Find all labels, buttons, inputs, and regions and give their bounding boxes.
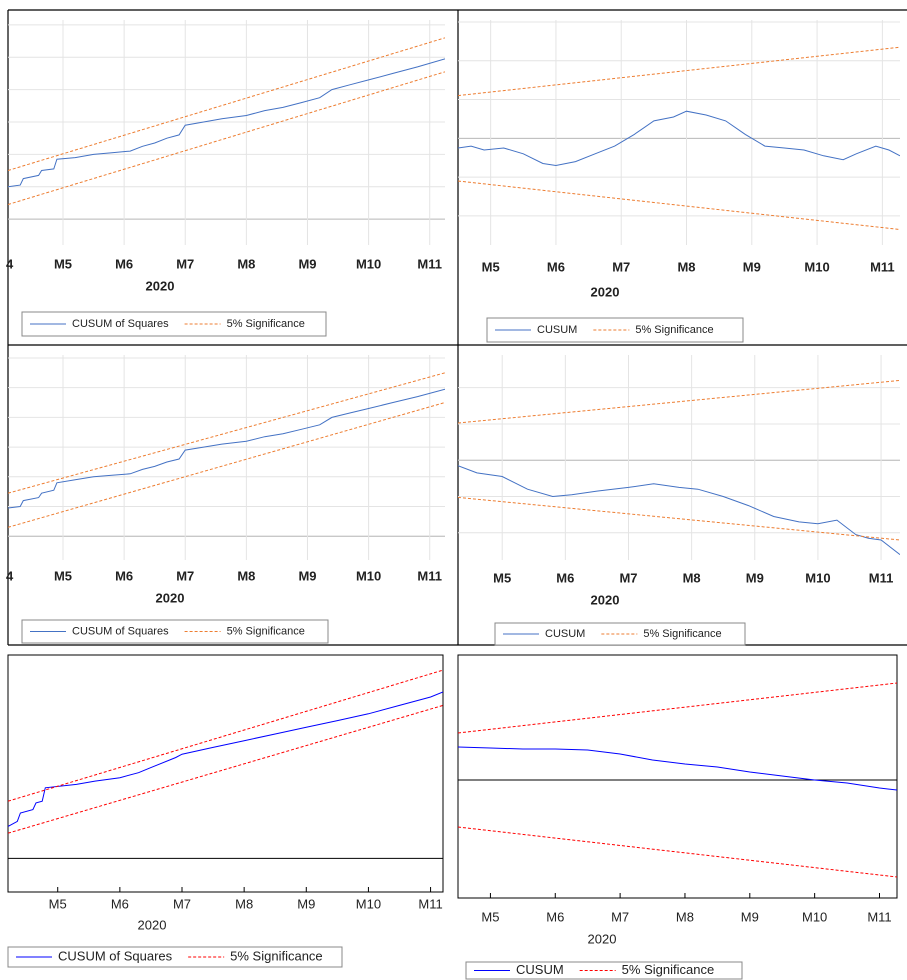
x-tick-label: M6 (546, 909, 564, 924)
band-upper (8, 373, 445, 493)
x-axis-label: 2020 (588, 931, 617, 946)
legend-label: 5% Significance (635, 324, 713, 336)
legend-label: 5% Significance (227, 625, 305, 637)
chart: 4 M5 M6 M7 M8 M9 M10 M11 2020 CUSUM of Squares 5% … (2, 355, 445, 643)
x-tick-label: M7 (173, 896, 191, 911)
x-tick-label: M8 (237, 568, 255, 583)
x-tick-label: M7 (176, 568, 194, 583)
line (458, 747, 897, 790)
chart: M5 M6 M7 M8 M9 M10 M11 2020 CUSUM 5% Significance (458, 355, 900, 645)
band-lower (8, 72, 445, 205)
x-tick-label: M7 (612, 259, 630, 274)
x-tick-label: M8 (237, 256, 255, 271)
legend-label: 5% Significance (643, 628, 721, 640)
x-tick-label: M6 (556, 570, 574, 585)
x-tick-label: M9 (298, 256, 316, 271)
x-tick-label: M10 (802, 909, 827, 924)
x-tick-label: M11 (417, 256, 442, 271)
x-axis-label: 2020 (138, 917, 167, 932)
x-tick-label: M5 (493, 570, 511, 585)
x-axis-label: 2020 (591, 592, 620, 607)
x-tick-label: M5 (482, 259, 500, 274)
band-lower (458, 497, 900, 540)
chart: M5 M6 M7 M8 M9 M10 M11 2020 CUSUM of Squares 5% S… (8, 655, 443, 967)
x-tick-label: M6 (115, 256, 133, 271)
band-upper (458, 47, 900, 95)
x-tick-label: M10 (804, 259, 829, 274)
x-tick-label: M9 (741, 909, 759, 924)
x-tick-label: M11 (418, 896, 442, 911)
page: 4 M5 M6 M7 M8 M9 M10 M11 2020 CUSUM of Squares 5% … (0, 0, 907, 980)
x-axis-label: 2020 (146, 278, 175, 293)
line (8, 389, 445, 508)
x-tick-label: M6 (111, 896, 129, 911)
band-lower (8, 705, 443, 833)
x-tick-label: M5 (481, 909, 499, 924)
x-tick-label: M10 (356, 256, 381, 271)
x-tick-label: M7 (611, 909, 629, 924)
legend-label: 5% Significance (230, 948, 323, 963)
x-tick-label: M9 (297, 896, 315, 911)
x-tick-label: M11 (417, 568, 442, 583)
chart: M5 M6 M7 M8 M9 M10 M11 2020 CUSUM 5% Significance (458, 20, 900, 342)
band-lower (458, 181, 900, 230)
legend-label: CUSUM (516, 962, 564, 977)
legend-label: CUSUM (537, 324, 577, 336)
x-tick-label: M10 (356, 896, 381, 911)
x-tick-label: M8 (683, 570, 701, 585)
legend-label: CUSUM of Squares (72, 318, 169, 330)
chart: M5 M6 M7 M8 M9 M10 M11 2020 CUSUM 5% Significance (458, 655, 897, 979)
legend-label: 5% Significance (622, 962, 715, 977)
x-tick-label: M5 (54, 256, 72, 271)
x-tick-label: M8 (676, 909, 694, 924)
x-tick-label: M9 (746, 570, 764, 585)
legend-label: CUSUM (545, 628, 585, 640)
x-tick-label: M8 (677, 259, 695, 274)
legend-label: 5% Significance (227, 318, 305, 330)
x-tick-label: M11 (867, 909, 891, 924)
band-upper (458, 683, 897, 733)
x-tick-label: 4 (6, 256, 14, 271)
chart: 4 M5 M6 M7 M8 M9 M10 M11 2020 CUSUM of Squares 5% … (2, 20, 445, 336)
x-tick-label: M5 (49, 896, 67, 911)
band-lower (458, 827, 897, 877)
legend-label: CUSUM of Squares (72, 625, 169, 637)
legend-label: CUSUM of Squares (58, 948, 173, 963)
x-axis-label: 2020 (591, 284, 620, 299)
x-tick-label: M7 (619, 570, 637, 585)
line (8, 692, 443, 826)
x-tick-label: M8 (235, 896, 253, 911)
band-upper (8, 670, 443, 801)
line (458, 466, 900, 555)
x-tick-label: M10 (356, 568, 381, 583)
x-tick-label: M10 (805, 570, 830, 585)
x-tick-label: M5 (54, 568, 72, 583)
x-tick-label: M9 (298, 568, 316, 583)
x-tick-label: M9 (743, 259, 761, 274)
x-axis-label: 2020 (156, 590, 185, 605)
plot-frame (8, 655, 443, 892)
x-tick-label: M11 (870, 259, 895, 274)
band-upper (458, 380, 900, 423)
x-tick-label: 4 (6, 568, 14, 583)
x-tick-label: M11 (869, 570, 894, 585)
x-tick-label: M6 (547, 259, 565, 274)
plot-frame (458, 655, 897, 898)
band-lower (8, 403, 445, 528)
x-tick-label: M7 (176, 256, 194, 271)
x-tick-label: M6 (115, 568, 133, 583)
line (8, 59, 445, 187)
